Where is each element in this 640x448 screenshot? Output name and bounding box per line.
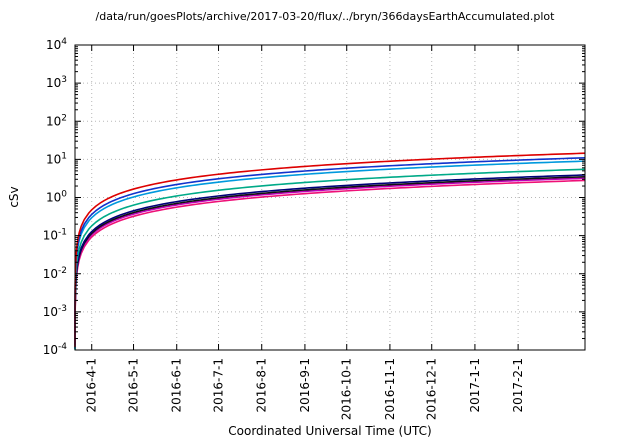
- x-tick-label: 2017-2-1: [511, 358, 525, 412]
- series-line-pink: [74, 179, 586, 348]
- y-tick-label: 10-4: [43, 342, 68, 357]
- x-tick-label: 2016-8-1: [255, 358, 269, 412]
- series-line-magenta: [74, 177, 586, 346]
- series-line-black: [74, 175, 586, 344]
- y-tick-label: 10-2: [43, 266, 67, 281]
- series-line-navy: [74, 174, 586, 349]
- y-tick-label: 103: [46, 75, 67, 90]
- x-tick-label: 2016-12-1: [425, 358, 439, 420]
- y-tick-label: 101: [46, 151, 67, 166]
- chart-title: /data/run/goesPlots/archive/2017-03-20/f…: [95, 10, 555, 23]
- x-tick-label: 2017-1-1: [468, 358, 482, 412]
- series-line-teal: [74, 168, 586, 350]
- series-line-royal-blue: [74, 157, 586, 345]
- y-tick-label: 104: [46, 37, 67, 52]
- x-tick-label: 2016-4-1: [85, 358, 99, 412]
- y-tick-label: 10-1: [43, 228, 67, 243]
- x-tick-label: 2016-7-1: [212, 358, 226, 412]
- series-line-sky-blue: [74, 160, 586, 349]
- y-tick-label: 100: [46, 190, 67, 205]
- y-tick-label: 102: [46, 113, 67, 128]
- x-tick-label: 2016-5-1: [127, 358, 141, 412]
- x-axis-label: Coordinated Universal Time (UTC): [228, 424, 432, 438]
- x-tick-label: 2016-6-1: [170, 358, 184, 412]
- x-tick-label: 2016-9-1: [298, 358, 312, 412]
- series-line-red: [74, 152, 586, 348]
- x-tick-label: 2016-11-1: [383, 358, 397, 420]
- y-tick-label: 10-3: [43, 304, 67, 319]
- x-tick-label: 2016-10-1: [340, 358, 354, 420]
